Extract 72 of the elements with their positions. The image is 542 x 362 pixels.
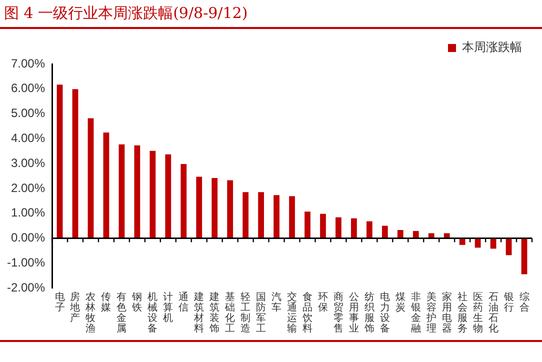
bar <box>134 145 140 238</box>
x-tick-label: 非银金融 <box>410 290 421 334</box>
x-tick-label: 社会服务 <box>457 290 468 334</box>
y-tick-label: 6.00% <box>10 81 46 96</box>
bar <box>196 176 202 238</box>
x-tick-label: 电子 <box>54 290 65 314</box>
bar <box>382 226 388 238</box>
x-tick-label: 房地产 <box>69 290 80 324</box>
x-tick-label: 公用事业 <box>348 290 359 334</box>
bar <box>258 192 264 238</box>
bar <box>412 231 419 238</box>
x-tick-label: 煤炭 <box>395 290 406 314</box>
y-tick-label: 1.00% <box>10 206 46 220</box>
y-tick-label: 0.00% <box>10 230 46 245</box>
bar <box>150 150 156 238</box>
x-tick-label: 银行 <box>502 292 514 314</box>
bar <box>289 196 295 238</box>
x-tick-label: 食品饮料 <box>301 290 312 334</box>
bar <box>428 233 434 238</box>
y-tick-label: 2.00% <box>10 180 46 195</box>
bar <box>118 144 125 238</box>
bar <box>366 221 372 238</box>
x-tick-label: 通信 <box>178 290 189 314</box>
x-tick-label: 综合 <box>519 290 530 314</box>
bar <box>212 178 218 238</box>
bar <box>165 154 172 238</box>
x-tick-label: 机械设备 <box>148 290 158 334</box>
bar <box>320 214 326 238</box>
chart-title: 图 4 一级行业本周涨跌幅(9/8-9/12) <box>4 4 248 23</box>
bar <box>336 217 342 238</box>
x-tick-label: 建筑材料 <box>193 290 204 334</box>
x-tick-label: 建筑装饰 <box>208 290 220 334</box>
x-tick-label: 汽车 <box>272 290 282 314</box>
bar <box>351 218 357 238</box>
bar <box>180 164 187 238</box>
y-tick-label: 3.00% <box>10 156 46 170</box>
x-tick-label: 有色金属 <box>116 290 127 334</box>
x-tick-label: 钢铁 <box>131 292 142 314</box>
x-tick-label: 交通运输 <box>287 290 298 334</box>
x-tick-label: 国防军工 <box>256 292 266 334</box>
bar <box>474 238 481 248</box>
bar <box>56 84 63 238</box>
bar <box>242 192 249 238</box>
bar <box>72 89 78 238</box>
x-tick-label: 美容护理 <box>425 290 436 334</box>
bar <box>103 132 110 238</box>
x-tick-label: 石油石化 <box>488 292 498 334</box>
x-tick-label: 农林牧渔 <box>84 292 96 334</box>
bar <box>444 233 450 238</box>
bar <box>521 238 528 274</box>
x-tick-label: 传媒 <box>101 292 112 314</box>
y-tick-label: -1.00% <box>6 255 46 270</box>
x-tick-label: 医药生物 <box>472 292 483 334</box>
x-tick-label: 电力设备 <box>380 290 390 334</box>
legend-label: 本周涨跌幅 <box>462 40 522 54</box>
x-tick-label: 环保 <box>318 292 328 314</box>
y-tick-label: 4.00% <box>10 130 46 145</box>
x-tick-label: 纺织服饰 <box>363 290 374 334</box>
bar <box>227 180 234 238</box>
x-tick-label: 家用电器 <box>442 290 452 334</box>
y-tick-label: -2.00% <box>6 280 46 294</box>
y-tick-label: 7.00% <box>10 56 46 70</box>
x-tick-label: 商贸零售 <box>333 290 344 334</box>
bar <box>88 118 94 238</box>
bar <box>304 212 310 238</box>
y-tick-label: 5.00% <box>10 106 46 120</box>
bar <box>397 230 404 238</box>
x-tick-label: 基础化工 <box>224 290 236 334</box>
x-tick-label: 计算机 <box>163 290 174 324</box>
x-tick-label: 轻工制造 <box>240 290 251 334</box>
bar <box>274 195 280 238</box>
bar <box>459 238 466 245</box>
